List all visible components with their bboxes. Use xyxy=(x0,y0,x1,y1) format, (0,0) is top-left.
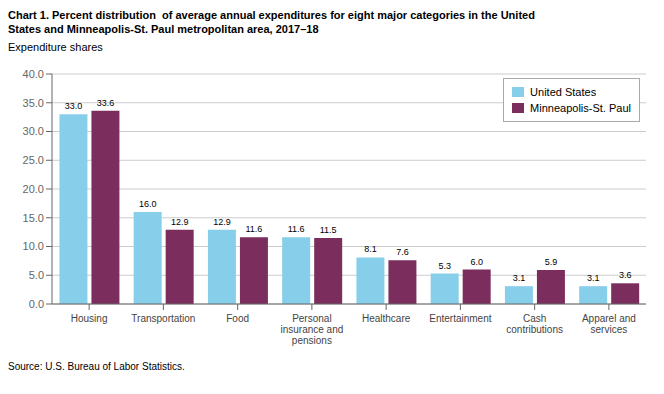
svg-text:11.6: 11.6 xyxy=(245,224,262,234)
svg-text:16.0: 16.0 xyxy=(139,199,157,209)
html-text:Minneapolis-St. Paul: Minneapolis-St. Paul xyxy=(530,102,631,114)
svg-text:7.6: 7.6 xyxy=(396,247,409,257)
svg-text:3.6: 3.6 xyxy=(619,270,632,280)
svg-text:6.0: 6.0 xyxy=(470,257,483,267)
svg-text:25.0: 25.0 xyxy=(23,154,44,166)
svg-text:20.0: 20.0 xyxy=(23,183,44,195)
svg-text:Cashcontributions: Cashcontributions xyxy=(506,313,563,335)
svg-text:35.0: 35.0 xyxy=(23,97,44,109)
svg-text:Personalinsurance andpensions: Personalinsurance andpensions xyxy=(280,313,343,346)
svg-text:3.1: 3.1 xyxy=(587,273,600,283)
svg-text:Housing: Housing xyxy=(71,313,108,324)
svg-text:30.0: 30.0 xyxy=(23,125,44,137)
svg-text:11.5: 11.5 xyxy=(320,225,337,235)
svg-text:33.0: 33.0 xyxy=(65,101,83,111)
svg-text:Apparel andservices: Apparel andservices xyxy=(582,313,636,335)
svg-text:3.1: 3.1 xyxy=(513,273,526,283)
svg-text:Healthcare: Healthcare xyxy=(362,313,411,324)
svg-text:Food: Food xyxy=(226,313,249,324)
svg-text:5.0: 5.0 xyxy=(29,269,44,281)
svg-text:0.0: 0.0 xyxy=(29,298,44,310)
svg-text:8.1: 8.1 xyxy=(364,244,377,254)
svg-text:Transportation: Transportation xyxy=(131,313,195,324)
html-text:Expenditure shares: Expenditure shares xyxy=(8,41,103,53)
svg-text:5.9: 5.9 xyxy=(545,257,558,267)
svg-text:12.9: 12.9 xyxy=(213,217,231,227)
svg-text:33.6: 33.6 xyxy=(97,98,115,108)
svg-text:5.3: 5.3 xyxy=(438,261,451,271)
html-text:Chart 1. Percent distribution: Chart 1. Percent distribution of average… xyxy=(8,9,535,21)
html-text:United States: United States xyxy=(530,86,597,98)
svg-text:40.0: 40.0 xyxy=(23,68,44,80)
svg-text:Entertainment: Entertainment xyxy=(429,313,491,324)
html-text:Source: U.S. Bureau of Labor S: Source: U.S. Bureau of Labor Statistics. xyxy=(8,361,185,372)
svg-text:11.6: 11.6 xyxy=(288,224,305,234)
html-text:States and Minneapolis-St. Pau: States and Minneapolis-St. Paul metropol… xyxy=(8,23,319,35)
svg-text:12.9: 12.9 xyxy=(171,217,189,227)
svg-text:10.0: 10.0 xyxy=(23,240,44,252)
svg-text:15.0: 15.0 xyxy=(23,212,44,224)
